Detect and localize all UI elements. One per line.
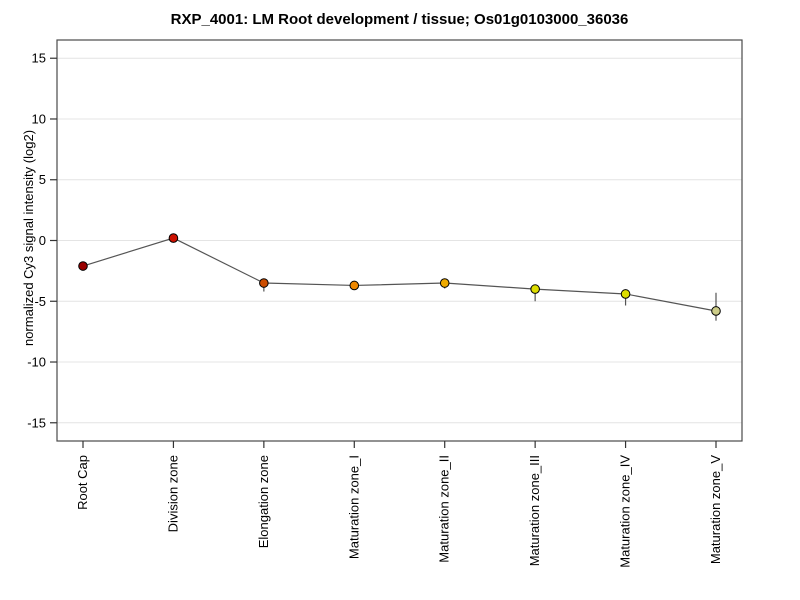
x-tick-label: Maturation zone_II bbox=[437, 455, 452, 563]
data-point bbox=[259, 278, 269, 288]
x-tick-label: Maturation zone_I bbox=[346, 455, 361, 559]
data-point bbox=[78, 261, 88, 271]
x-tick-label: Maturation zone_IV bbox=[618, 455, 633, 568]
chart-title: RXP_4001: LM Root development / tissue; … bbox=[170, 11, 629, 28]
y-tick-label: 10 bbox=[32, 111, 46, 126]
y-tick-label: 5 bbox=[39, 172, 46, 187]
y-tick-label: -10 bbox=[27, 355, 46, 370]
x-tick-label: Root Cap bbox=[75, 455, 90, 510]
x-tick-label: Maturation zone_III bbox=[527, 455, 542, 566]
data-point bbox=[349, 280, 360, 291]
data-point bbox=[168, 233, 179, 243]
y-tick-label: -5 bbox=[34, 294, 46, 309]
series-line bbox=[82, 237, 717, 312]
data-point bbox=[439, 278, 450, 288]
x-tick-label: Elongation zone bbox=[256, 455, 271, 548]
y-tick-label: -15 bbox=[27, 415, 46, 430]
data-point bbox=[711, 306, 721, 316]
y-tick-label: 15 bbox=[32, 51, 46, 66]
y-tick-label: 0 bbox=[39, 233, 46, 248]
x-tick-label: Division zone bbox=[165, 455, 180, 532]
data-point bbox=[530, 284, 540, 294]
data-point bbox=[620, 289, 631, 299]
x-tick-label: Maturation zone_V bbox=[708, 455, 723, 564]
